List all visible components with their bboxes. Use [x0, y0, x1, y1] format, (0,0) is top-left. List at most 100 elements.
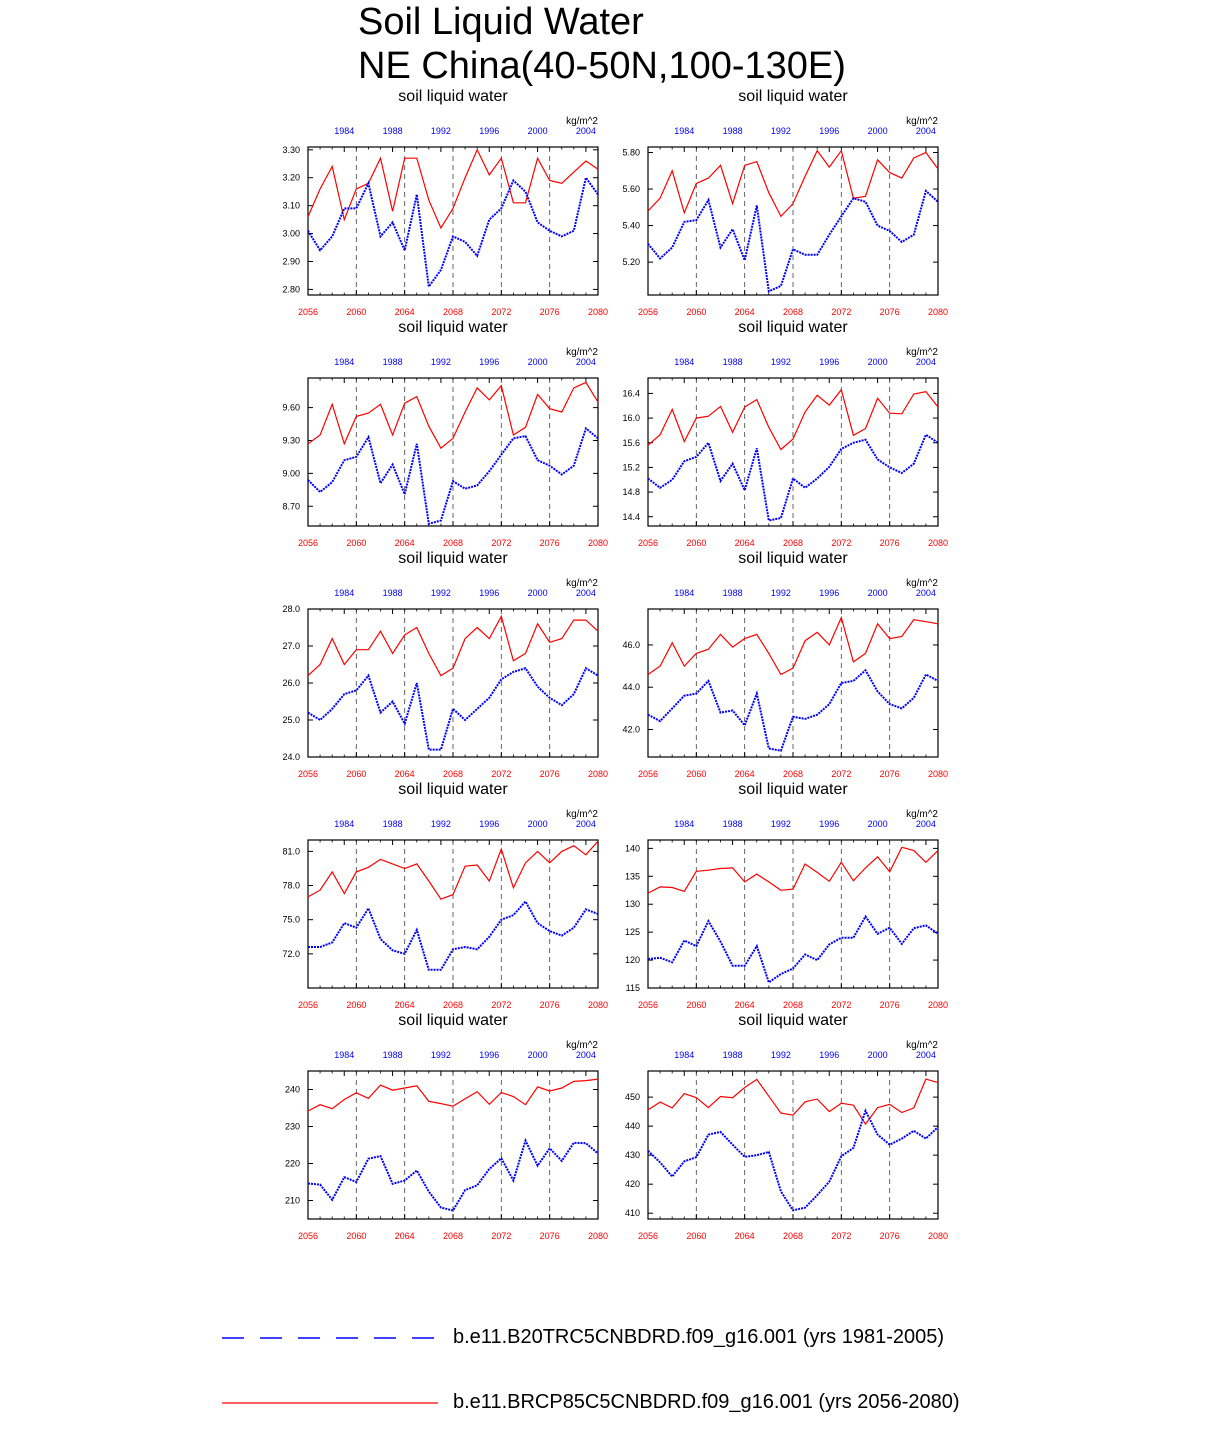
- x-top-tick-label: 1996: [819, 1050, 839, 1060]
- x-top-tick-label: 2004: [916, 357, 936, 367]
- panel-5: soil liquid water kg/m^2 2056 2060 2064 2068 2…: [282, 550, 608, 779]
- x-bottom-tick-label: 2056: [298, 307, 318, 317]
- y-tick-label: 75.0: [282, 915, 300, 925]
- x-bottom-tick-label: 2072: [831, 769, 851, 779]
- series-line-future: [307, 1078, 599, 1112]
- y-tick-label: 120: [625, 955, 640, 965]
- x-bottom-tick-label: 2056: [638, 538, 658, 548]
- x-top-tick-label: 1996: [819, 819, 839, 829]
- x-bottom-tick-label: 2080: [588, 1000, 608, 1010]
- x-bottom-tick-label: 2056: [638, 769, 658, 779]
- x-top-tick-label: 1988: [723, 357, 743, 367]
- x-top-tick-label: 1992: [431, 126, 451, 136]
- x-bottom-tick-label: 2080: [928, 1000, 948, 1010]
- panel-units: kg/m^2: [906, 116, 938, 127]
- y-tick-label: 42.0: [622, 725, 640, 735]
- x-bottom-tick-label: 2060: [346, 1231, 366, 1241]
- x-bottom-tick-label: 2076: [880, 307, 900, 317]
- x-bottom-tick-label: 2068: [443, 1231, 463, 1241]
- x-top-tick-label: 1984: [334, 819, 354, 829]
- x-bottom-tick-label: 2060: [686, 1000, 706, 1010]
- figure-title-line2: NE China(40-50N,100-130E): [358, 45, 846, 87]
- y-tick-label: 430: [625, 1150, 640, 1160]
- x-top-tick-label: 2000: [868, 357, 888, 367]
- x-bottom-tick-label: 2080: [928, 1231, 948, 1241]
- y-tick-label: 3.00: [282, 229, 300, 239]
- panel-title: soil liquid water: [738, 550, 848, 567]
- x-top-tick-label: 2004: [576, 1050, 596, 1060]
- panel-title: soil liquid water: [738, 319, 848, 336]
- x-top-tick-label: 2004: [576, 819, 596, 829]
- x-bottom-tick-label: 2080: [588, 538, 608, 548]
- x-top-tick-label: 1996: [479, 819, 499, 829]
- panel-1: soil liquid water kg/m^2 2056 2060 2064 2068 2…: [282, 88, 608, 317]
- x-top-tick-label: 1992: [431, 819, 451, 829]
- x-bottom-tick-label: 2068: [443, 307, 463, 317]
- series-line-future: [307, 614, 599, 677]
- panel-6: soil liquid water kg/m^2 2056 2060 2064 2068 2…: [622, 550, 948, 779]
- x-top-tick-label: 2000: [528, 126, 548, 136]
- x-bottom-tick-label: 2056: [638, 1000, 658, 1010]
- x-top-tick-label: 1996: [819, 126, 839, 136]
- x-bottom-tick-label: 2068: [443, 538, 463, 548]
- series-line-historical: [307, 175, 599, 290]
- series-line-historical: [647, 433, 939, 522]
- x-top-tick-label: 1996: [479, 357, 499, 367]
- x-top-tick-label: 2000: [528, 1050, 548, 1060]
- x-bottom-tick-label: 2068: [443, 1000, 463, 1010]
- legend-hist-label: b.e11.B20TRC5CNBDRD.f09_g16.001 (yrs 198…: [453, 1326, 945, 1348]
- x-top-tick-label: 1984: [334, 588, 354, 598]
- x-top-tick-label: 2000: [528, 588, 548, 598]
- x-top-tick-label: 1992: [771, 357, 791, 367]
- x-bottom-tick-label: 2064: [735, 307, 755, 317]
- series-line-historical: [307, 1137, 599, 1212]
- x-top-tick-label: 2004: [576, 588, 596, 598]
- y-tick-label: 16.4: [622, 388, 640, 398]
- series-line-future: [647, 1078, 939, 1126]
- x-top-tick-label: 1984: [674, 819, 694, 829]
- x-bottom-tick-label: 2060: [346, 307, 366, 317]
- y-tick-label: 5.20: [622, 257, 640, 267]
- x-bottom-tick-label: 2068: [783, 307, 803, 317]
- x-bottom-tick-label: 2060: [686, 769, 706, 779]
- x-bottom-tick-label: 2072: [491, 538, 511, 548]
- x-bottom-tick-label: 2068: [783, 769, 803, 779]
- panel-title: soil liquid water: [738, 88, 848, 105]
- x-bottom-tick-label: 2068: [783, 1231, 803, 1241]
- x-bottom-tick-label: 2056: [298, 1000, 318, 1010]
- x-top-tick-label: 1988: [723, 1050, 743, 1060]
- y-tick-label: 5.40: [622, 221, 640, 231]
- y-tick-label: 450: [625, 1092, 640, 1102]
- x-bottom-tick-label: 2060: [346, 538, 366, 548]
- series-line-historical: [308, 899, 599, 971]
- x-bottom-tick-label: 2060: [346, 1000, 366, 1010]
- panel-title: soil liquid water: [398, 550, 508, 567]
- series-line-future: [647, 615, 939, 676]
- series-line-historical: [647, 914, 939, 984]
- y-tick-label: 46.0: [622, 640, 640, 650]
- y-tick-label: 9.30: [282, 435, 300, 445]
- y-tick-label: 15.6: [622, 438, 640, 448]
- x-top-tick-label: 1984: [674, 1050, 694, 1060]
- panel-units: kg/m^2: [906, 1040, 938, 1051]
- y-tick-label: 115: [626, 983, 640, 993]
- x-bottom-tick-label: 2064: [735, 538, 755, 548]
- y-tick-label: 27.0: [282, 641, 300, 651]
- y-tick-label: 78.0: [282, 881, 300, 891]
- x-top-tick-label: 2004: [576, 357, 596, 367]
- panel-units: kg/m^2: [906, 578, 938, 589]
- x-bottom-tick-label: 2056: [298, 1231, 318, 1241]
- x-bottom-tick-label: 2080: [928, 538, 948, 548]
- y-tick-label: 240: [285, 1085, 300, 1095]
- panel-units: kg/m^2: [566, 116, 598, 127]
- x-bottom-tick-label: 2076: [540, 1231, 560, 1241]
- y-tick-label: 14.4: [622, 512, 640, 522]
- x-bottom-tick-label: 2076: [880, 1231, 900, 1241]
- x-top-tick-label: 1984: [674, 588, 694, 598]
- x-bottom-tick-label: 2060: [686, 1231, 706, 1241]
- panel-2: soil liquid water kg/m^2 2056 2060 2064 2068 2…: [622, 88, 948, 317]
- x-bottom-tick-label: 2072: [491, 769, 511, 779]
- y-tick-label: 15.2: [622, 462, 640, 472]
